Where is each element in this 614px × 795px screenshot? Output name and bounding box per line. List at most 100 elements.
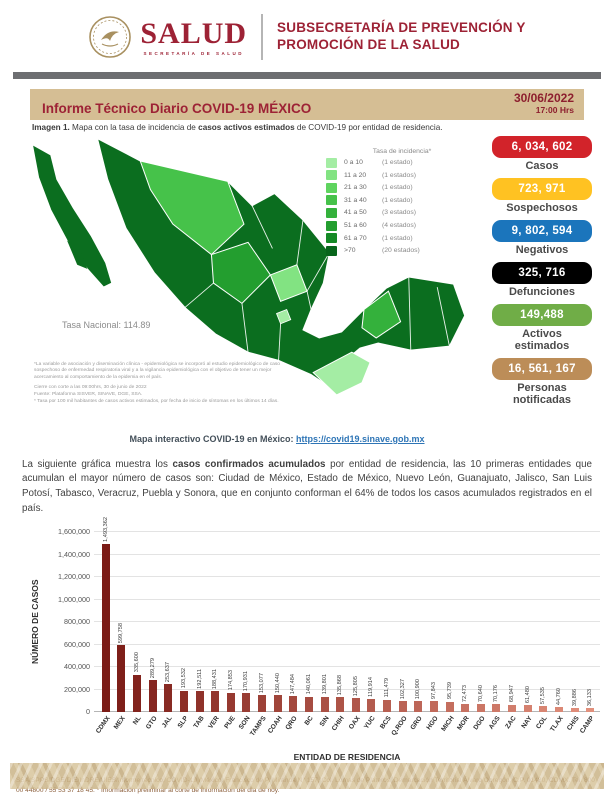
stat-value: 325, 716 — [492, 261, 592, 284]
stat-label: Activos estimados — [514, 327, 570, 353]
legend-swatch — [326, 220, 337, 231]
interactive-map-line: Mapa interactivo COVID-19 en México: htt… — [0, 434, 554, 444]
bar-NAY — [523, 705, 532, 713]
map-footnotes: *La variable de asociación y diseminació… — [34, 362, 294, 406]
legend-title: Tasa de incidencia* — [372, 147, 432, 155]
bar-JAL — [164, 683, 173, 713]
bar-slot: 95,739 — [442, 532, 458, 713]
interactive-map-link[interactable]: https://covid19.sinave.gob.mx — [296, 433, 425, 444]
chart-intro-paragraph: La siguiente gráfica muestra los casos c… — [22, 458, 592, 514]
legend-swatch — [326, 233, 337, 244]
bar-AGS — [492, 704, 501, 713]
bar-value-label: 72,473 — [462, 685, 469, 703]
bar-value-label: 153,077 — [259, 672, 266, 694]
image-caption: Imagen 1. Mapa con la tasa de incidencia… — [32, 122, 443, 132]
stat-badge: 6, 034, 602 Casos — [492, 135, 592, 172]
plot-area: 1,493,362 599,758 335,600 289,279 253,637 193… — [94, 517, 600, 713]
bar-slot: 68,947 — [504, 532, 520, 713]
gridline — [94, 576, 600, 578]
gridline — [94, 598, 600, 600]
salud-wordmark-sub: SECRETARÍA DE SALUD — [143, 50, 244, 56]
x-tick-label: BC — [303, 715, 315, 728]
bar-slot: 72,473 — [457, 532, 473, 713]
bar-slot: 188,431 — [207, 532, 223, 713]
bar-value-label: 100,900 — [415, 678, 422, 699]
bar-TAB — [195, 690, 204, 713]
legend-count: (1 estado) — [382, 159, 413, 167]
x-tick-label: NL — [132, 715, 143, 727]
y-tick-label: 200,000 — [64, 684, 90, 694]
salud-wordmark: SALUD — [140, 16, 248, 50]
x-tick-label: CHIH — [330, 715, 346, 733]
stat-badge: 16, 561, 167 Personas notificadas — [492, 358, 592, 406]
gridline — [94, 621, 600, 623]
gridline — [94, 553, 600, 555]
x-tick-label: TAMPS — [249, 715, 268, 738]
bar-value-label: 170,931 — [243, 670, 250, 692]
bar-PUE — [226, 692, 235, 713]
bar-slot: 599,758 — [114, 532, 130, 713]
bar-COAH — [273, 695, 282, 713]
bar-YUC — [367, 698, 376, 713]
stat-value: 149,488 — [492, 303, 592, 326]
bar-CAMP — [586, 708, 595, 713]
x-tick-label: DGO — [472, 715, 487, 732]
bar-CHIH — [336, 697, 345, 713]
bar-slot: 70,176 — [489, 532, 505, 713]
page-header: SALUD SECRETARÍA DE SALUD SUBSECRETARÍA … — [0, 0, 614, 70]
report-title: Informe Técnico Diario COVID-19 MÉXICO — [42, 100, 312, 116]
x-tick-label: Q.ROO — [390, 715, 409, 738]
bar-value-label: 192,511 — [196, 668, 203, 689]
x-tick-label: PUE — [223, 715, 237, 731]
bar-slot: 253,637 — [161, 532, 177, 713]
bar-value-label: 253,637 — [165, 661, 172, 682]
legend-count: (1 estados) — [382, 171, 417, 179]
legend-swatch — [326, 245, 337, 256]
bar-value-label: 599,758 — [118, 622, 125, 643]
legend-count: (1 estado) — [382, 184, 413, 192]
y-axis: 0 200,000 400,000 600,000 800,000 1,000,000 1,… — [42, 527, 94, 716]
x-tick-label: CDMX — [94, 715, 112, 736]
legend-range: 31 a 40 — [344, 196, 367, 204]
bar-slot: 147,484 — [286, 532, 302, 713]
x-axis-title: ENTIDAD DE RESIDENCIA — [293, 752, 401, 763]
bar-slot: 57,535 — [536, 532, 552, 713]
footnote-study: *La variable de asociación y diseminació… — [34, 361, 281, 380]
bar-value-label: 174,853 — [227, 670, 234, 691]
x-tick-label: SLP — [176, 715, 190, 730]
gridline — [94, 531, 600, 533]
legend-item: 61 a 70 (1 estado) — [326, 233, 478, 244]
bar-SLP — [179, 690, 188, 713]
x-tick-label: TLAX — [549, 715, 565, 734]
stats-column: 6, 034, 602 Casos 723, 971 Sospechosos 9, 80… — [486, 135, 598, 413]
y-tick-label: 0 — [86, 707, 90, 717]
header-divider — [261, 14, 264, 60]
bar-slot: 1,493,362 — [98, 517, 114, 713]
gridline — [94, 711, 600, 713]
legend-range: 11 a 20 — [344, 171, 367, 179]
stat-value: 9, 802, 594 — [492, 219, 592, 242]
bar-SON — [242, 693, 251, 713]
x-tick-label: COL — [535, 715, 550, 731]
report-date: 30/06/2022 — [513, 91, 574, 105]
y-tick-label: 800,000 — [64, 617, 90, 627]
cases-bar-chart: NÚMERO DE CASOS 0 200,000 400,000 600,000 80… — [30, 517, 600, 763]
bar-VER — [211, 691, 220, 713]
y-tick-label: 1,200,000 — [58, 572, 90, 582]
x-tick-label: GTO — [144, 715, 159, 731]
x-tick-label: HGO — [425, 715, 440, 732]
stat-label: Personas notificadas — [512, 382, 572, 407]
bar-value-label: 97,843 — [430, 682, 437, 700]
bar-HGO — [429, 701, 438, 713]
decorative-pattern-band — [10, 763, 604, 789]
bar-value-label: 57,535 — [540, 686, 547, 704]
x-tick-label: CAMP — [579, 715, 596, 736]
stat-label: Sospechosos — [506, 201, 578, 214]
bar-value-label: 70,640 — [477, 685, 484, 703]
stat-badge: 9, 802, 594 Negativos — [492, 219, 592, 256]
stat-value: 723, 971 — [492, 177, 592, 200]
report-datetime: 30/06/2022 17:00 Hrs — [513, 91, 574, 116]
bar-GRO — [414, 700, 423, 713]
mexico-choropleth-map — [31, 137, 466, 396]
bar-slot: 100,900 — [411, 532, 427, 713]
